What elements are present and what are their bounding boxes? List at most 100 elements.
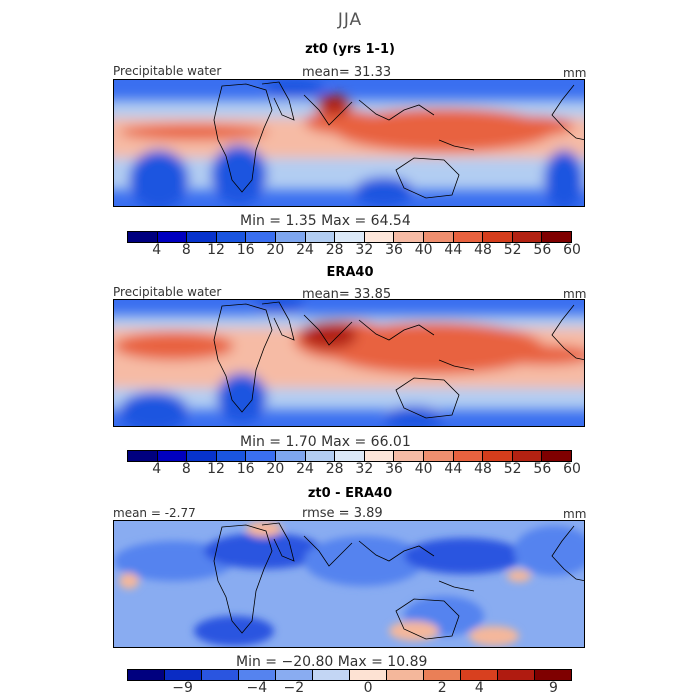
colorbar-segment: [453, 451, 484, 461]
colorbar-tick-label: 52: [503, 242, 522, 258]
colorbar-tick-label: 48: [474, 461, 492, 477]
colorbar-tick-label: 48: [474, 242, 492, 258]
panel-1-map-field: [114, 80, 584, 206]
panel-1-title: zt0 (yrs 1-1): [305, 42, 395, 57]
colorbar-tick-label: 20: [266, 461, 285, 477]
panel-3-map-field: [114, 521, 584, 647]
colorbar-tick-label: 44: [444, 242, 463, 258]
colorbar-segment: [275, 232, 306, 242]
colorbar-segment: [313, 670, 350, 680]
colorbar-segment: [165, 670, 202, 680]
colorbar-tick-label: 40: [414, 242, 433, 258]
panel-2-units: mm: [563, 287, 587, 301]
colorbar-tick-label: 4: [152, 242, 162, 258]
colorbar-segment: [350, 670, 387, 680]
colorbar-tick-label: 24: [296, 461, 314, 477]
colorbar-segment: [128, 232, 158, 242]
panel-1-minmax: Min = 1.35 Max = 64.54: [240, 213, 411, 229]
colorbar-segment: [128, 451, 158, 461]
colorbar-tick-label: 52: [503, 461, 522, 477]
colorbar-segment: [542, 451, 571, 461]
colorbar-tick-label: 4: [152, 461, 162, 477]
colorbar-tick-label: 12: [207, 461, 225, 477]
panel-1-colorbar: [127, 231, 572, 243]
colorbar-tick-label: 2: [437, 680, 447, 696]
colorbar-tick-label: 32: [355, 461, 374, 477]
colorbar-segment: [335, 232, 365, 242]
panel-3-colorbar: [127, 669, 572, 681]
colorbar-segment: [216, 232, 247, 242]
colorbar-segment: [202, 670, 239, 680]
panel-2-title: ERA40: [326, 265, 374, 280]
colorbar-tick-label: 16: [236, 242, 255, 258]
colorbar-segment: [364, 451, 395, 461]
colorbar-segment: [387, 670, 424, 680]
colorbar-segment: [424, 670, 461, 680]
colorbar-tick-label: −9: [172, 680, 193, 696]
colorbar-tick-label: 60: [563, 461, 581, 477]
panel-3-coastlines: [213, 522, 584, 640]
colorbar-tick-label: 44: [444, 461, 463, 477]
colorbar-segment: [483, 451, 513, 461]
colorbar-tick-label: 56: [533, 242, 552, 258]
panel-3-title: zt0 - ERA40: [307, 486, 393, 501]
colorbar-segment: [239, 670, 276, 680]
colorbar-tick-label: 32: [355, 242, 374, 258]
colorbar-segment: [275, 451, 306, 461]
colorbar-tick-label: 40: [414, 461, 433, 477]
colorbar-segment: [512, 232, 543, 242]
panel-1-mean: mean= 31.33: [302, 65, 392, 80]
colorbar-segment: [187, 451, 217, 461]
colorbar-segment: [305, 451, 336, 461]
colorbar-tick-label: 36: [385, 242, 403, 258]
colorbar-tick-label: 56: [533, 461, 552, 477]
colorbar-tick-label: −4: [246, 680, 268, 696]
panel-2-coastlines: [213, 301, 584, 419]
colorbar-tick-label: 9: [548, 680, 558, 696]
panel-2-minmax: Min = 1.70 Max = 66.01: [240, 434, 411, 450]
colorbar-segment: [305, 232, 336, 242]
colorbar-segment: [364, 232, 395, 242]
colorbar-tick-label: 28: [325, 242, 344, 258]
colorbar-tick-label: 0: [363, 680, 373, 696]
colorbar-segment: [187, 232, 217, 242]
colorbar-tick-label: 20: [266, 242, 285, 258]
colorbar-segment: [128, 670, 165, 680]
panel-1-coastlines: [213, 81, 584, 199]
colorbar-segment: [512, 451, 543, 461]
colorbar-segment: [423, 451, 454, 461]
panel-3-map: [113, 520, 585, 648]
colorbar-segment: [216, 451, 247, 461]
panel-2-field-label: Precipitable water: [113, 285, 222, 299]
panel-3-mean: mean = -2.77: [113, 506, 196, 520]
colorbar-segment: [461, 670, 498, 680]
panel-2-colorbar: [127, 450, 572, 462]
panel-3-units: mm: [563, 507, 587, 521]
colorbar-segment: [246, 232, 276, 242]
colorbar-tick-label: 16: [236, 461, 255, 477]
panel-2-map: [113, 299, 585, 427]
colorbar-tick-label: −2: [283, 680, 305, 696]
panel-1-units: mm: [563, 66, 587, 80]
panel-2-mean: mean= 33.85: [302, 287, 392, 302]
colorbar-tick-label: 28: [325, 461, 344, 477]
colorbar-segment: [394, 232, 424, 242]
season-title: JJA: [337, 10, 363, 30]
colorbar-tick-label: 4: [474, 680, 484, 696]
colorbar-tick-label: 60: [563, 242, 581, 258]
colorbar-tick-label: 8: [181, 242, 191, 258]
colorbar-segment: [498, 670, 535, 680]
colorbar-tick-label: 12: [207, 242, 225, 258]
colorbar-tick-label: 24: [296, 242, 314, 258]
colorbar-segment: [246, 451, 276, 461]
panel-1-map: [113, 79, 585, 207]
panel-3-rmse: rmse = 3.89: [302, 506, 383, 521]
colorbar-segment: [542, 232, 571, 242]
colorbar-segment: [157, 451, 188, 461]
colorbar-tick-label: 36: [385, 461, 403, 477]
colorbar-segment: [535, 670, 571, 680]
colorbar-segment: [483, 232, 513, 242]
colorbar-segment: [335, 451, 365, 461]
colorbar-segment: [453, 232, 484, 242]
colorbar-segment: [157, 232, 188, 242]
